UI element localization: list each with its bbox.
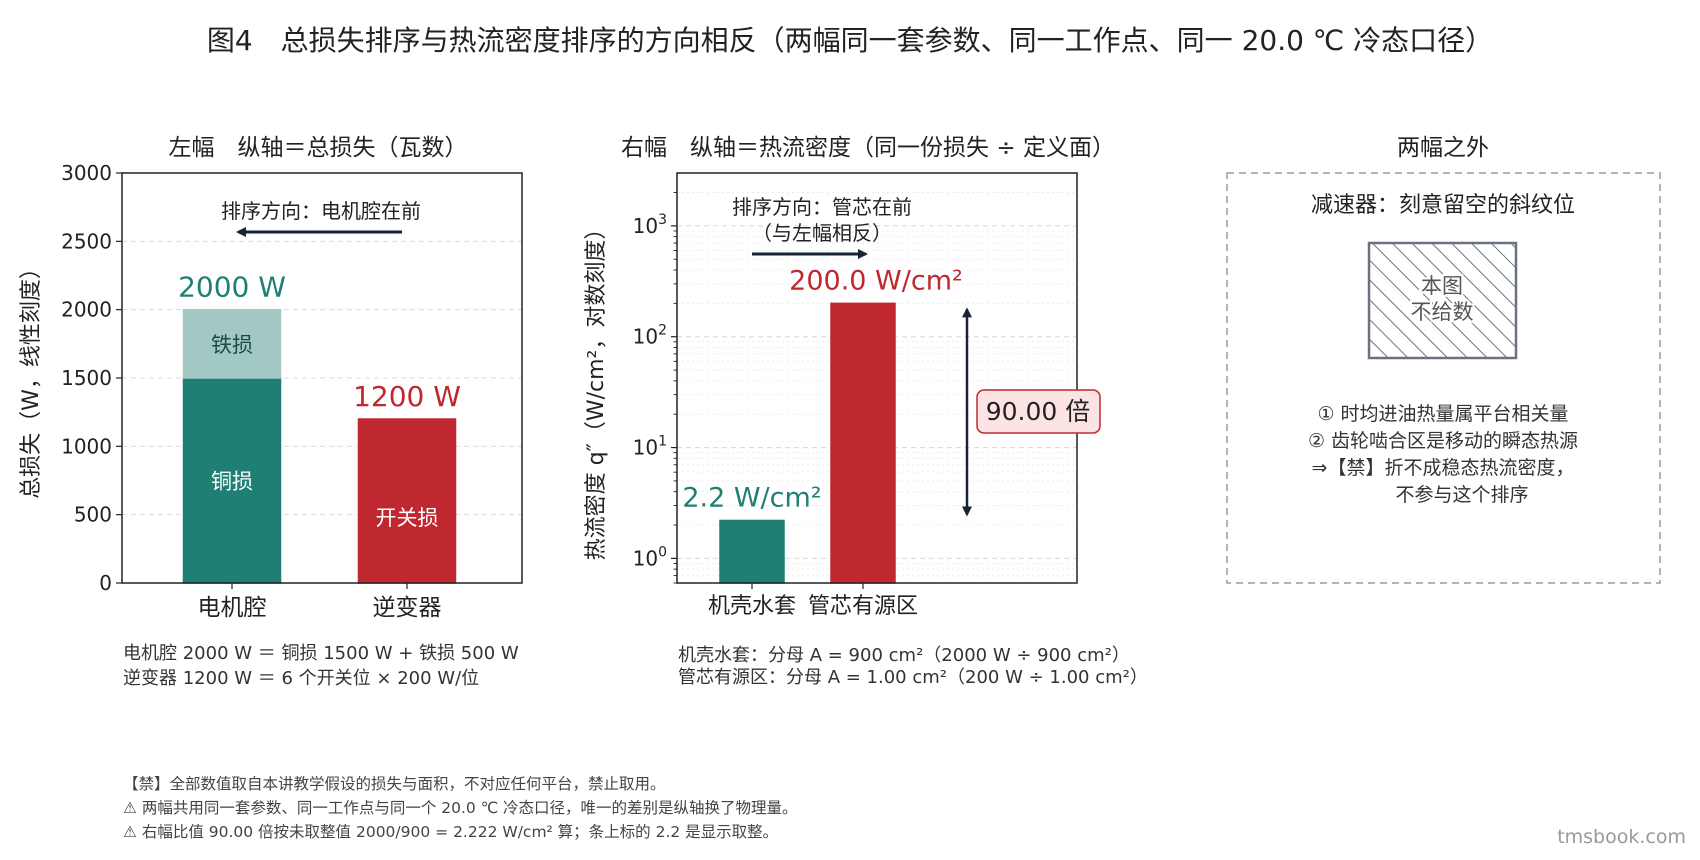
hatch-label-line-2: 不给数	[1411, 300, 1474, 324]
right-y-axis-label: 热流密度 q″（W/cm²，对数刻度）	[584, 218, 609, 561]
left-bars: 铜损 铁损 2000 W 开关损 1200 W	[178, 271, 461, 584]
ratio-label-box	[976, 389, 1101, 434]
right-y-tick-label: 100	[633, 544, 667, 570]
right-arrow-label-line-1: 排序方向：管芯在前	[732, 195, 912, 219]
left-note-1: 电机腔 2000 W ＝ 铜损 1500 W + 铁损 500 W	[123, 643, 519, 664]
log-bar-value-label: 200.0 W/cm²	[789, 265, 963, 296]
footnote-3: ⚠ 右幅比值 90.00 倍按未取整值 2000/900 = 2.222 W/c…	[123, 823, 779, 841]
third-note-2: ② 齿轮啮合区是移动的瞬态热源	[1308, 430, 1578, 452]
left-y-tick-label: 1500	[61, 366, 112, 390]
right-y-tick-label: 103	[633, 212, 667, 238]
bar-total-label: 1200 W	[353, 380, 461, 413]
bar-segment	[182, 377, 282, 584]
figure-title: 图4 总损失排序与热流密度排序的方向相反（两幅同一套参数、同一工作点、同一 20…	[207, 24, 1493, 57]
left-y-tick-label: 1000	[61, 434, 112, 458]
left-y-axis-label: 总损失（W，线性刻度）	[19, 257, 44, 499]
left-x-tick-label: 电机腔	[198, 595, 267, 621]
bar-segment	[357, 418, 457, 584]
left-y-tick-label: 3000	[61, 161, 112, 185]
hatched-placeholder	[1367, 241, 1518, 360]
log-bar	[719, 519, 785, 584]
left-arrow-label: 排序方向：电机腔在前	[221, 199, 421, 223]
right-bars: 2.2 W/cm² 200.0 W/cm²	[682, 265, 963, 584]
bar-total-label: 2000 W	[178, 271, 286, 304]
third-heading: 减速器：刻意留空的斜纹位	[1311, 193, 1575, 218]
third-panel: 两幅之外 减速器：刻意留空的斜纹位 本图 不给数 ① 时均进油热量属平台相关量 …	[1226, 135, 1661, 584]
bar-segment-label: 铜损	[211, 470, 253, 494]
right-y-tick-label: 101	[633, 434, 667, 460]
left-y-ticks: 0 500 1000 1500 2000 2500 3000	[61, 161, 122, 595]
right-y-tick-label: 102	[633, 323, 667, 349]
footnote-2: ⚠ 两幅共用同一套参数、同一工作点与同一个 20.0 ℃ 冷态口径，唯一的差别是…	[123, 799, 798, 817]
left-y-tick-label: 2000	[61, 298, 112, 322]
right-panel: 右幅 纵轴＝热流密度（同一份损失 ÷ 定义面） 2.2 W/cm² 200.0 W…	[584, 135, 1148, 688]
right-note-2: 管芯有源区：分母 A = 1.00 cm²（200 W ÷ 1.00 cm²）	[678, 667, 1148, 688]
right-x-tick-label: 机壳水套	[708, 594, 796, 619]
left-x-ticks: 电机腔 逆变器	[198, 583, 442, 621]
footnote-1: 【禁】全部数值取自本讲教学假设的损失与面积，不对应任何平台，禁止取用。	[123, 775, 666, 793]
log-bar-value-label: 2.2 W/cm²	[682, 482, 821, 513]
bar-segment	[182, 308, 282, 379]
left-y-tick-label: 2500	[61, 229, 112, 253]
hatch-label-line-1: 本图	[1421, 274, 1463, 298]
right-arrow-label-line-2: （与左幅相反）	[752, 221, 892, 245]
third-note-4: 不参与这个排序	[1357, 484, 1528, 506]
right-x-ticks: 机壳水套 管芯有源区	[708, 583, 918, 619]
third-dashed-frame	[1226, 172, 1661, 584]
right-subtitle: 右幅 纵轴＝热流密度（同一份损失 ÷ 定义面）	[621, 135, 1115, 161]
left-y-tick-label: 500	[74, 503, 112, 527]
left-y-tick-label: 0	[99, 571, 112, 595]
left-subtitle: 左幅 纵轴＝总损失（瓦数）	[169, 135, 468, 161]
third-subtitle: 两幅之外	[1397, 135, 1489, 161]
right-note-1: 机壳水套：分母 A = 900 cm²（2000 W ÷ 900 cm²）	[678, 645, 1130, 666]
left-panel: 左幅 纵轴＝总损失（瓦数） 铜损 铁损 2000 W 开关损 1200 W 0 500 10…	[19, 135, 523, 689]
bar-segment-label: 铁损	[211, 333, 253, 357]
left-note-2: 逆变器 1200 W ＝ 6 个开关位 × 200 W/位	[123, 668, 479, 689]
third-note-1: ① 时均进油热量属平台相关量	[1317, 403, 1568, 425]
watermark: tmsbook.com	[1557, 826, 1686, 848]
right-x-tick-label: 管芯有源区	[808, 594, 918, 619]
right-axes-frame	[676, 172, 1078, 584]
third-note-3: ⇒【禁】折不成稳态热流密度，	[1312, 457, 1575, 479]
right-y-ticks: 100 101 102 103	[633, 192, 677, 584]
bar-segment-label: 开关损	[376, 506, 439, 530]
ratio-label: 90.00 倍	[986, 397, 1091, 426]
left-x-tick-label: 逆变器	[373, 595, 442, 621]
log-bar	[830, 302, 896, 584]
